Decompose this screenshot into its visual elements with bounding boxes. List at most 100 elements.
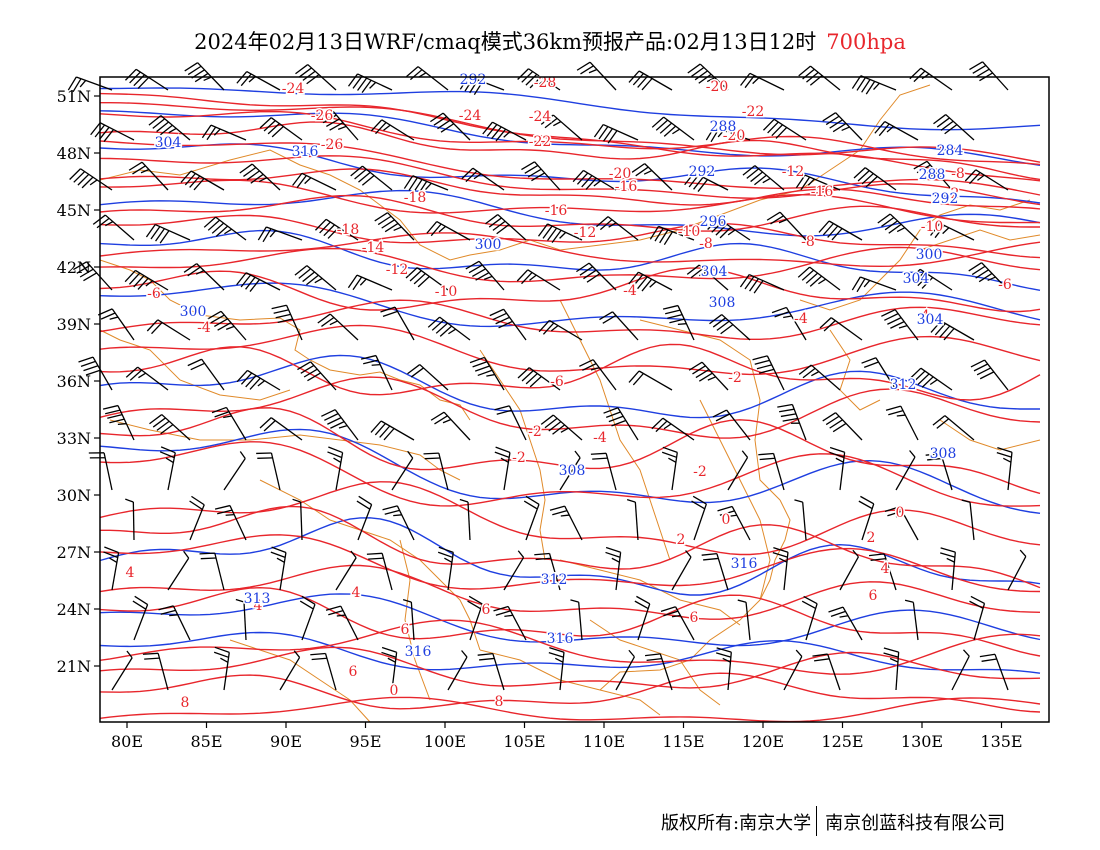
border-line bbox=[559, 559, 741, 626]
wind-barb bbox=[771, 306, 807, 341]
temperature-contour bbox=[99, 619, 1041, 675]
wind-barb bbox=[159, 446, 176, 491]
temperature-contour bbox=[100, 102, 1041, 163]
wind-barb bbox=[381, 646, 398, 691]
wind-barb bbox=[909, 367, 953, 391]
wind-barb bbox=[740, 72, 785, 91]
wind-barb bbox=[548, 647, 565, 691]
wind-barb bbox=[187, 358, 225, 391]
wind-barb bbox=[459, 75, 505, 96]
wind-barb bbox=[199, 552, 225, 591]
wind-barb bbox=[1007, 549, 1027, 591]
temperature-label: -4 bbox=[593, 430, 607, 446]
wind-barb bbox=[297, 361, 337, 391]
wind-barb bbox=[851, 276, 897, 293]
wind-barb bbox=[538, 319, 583, 341]
temperature-label: 6 bbox=[349, 664, 358, 680]
lat-tick-label: 30N bbox=[57, 486, 91, 505]
wind-barb bbox=[596, 216, 639, 241]
temperature-label: -10 bbox=[435, 284, 458, 300]
wind-barb bbox=[350, 165, 393, 191]
wind-barb bbox=[895, 450, 916, 491]
height-label: 284 bbox=[937, 143, 964, 159]
wind-barb bbox=[661, 446, 678, 491]
wind-barb bbox=[593, 123, 639, 144]
height-contour bbox=[99, 87, 1041, 131]
height-label: 316 bbox=[731, 556, 758, 572]
wind-barb bbox=[427, 316, 471, 341]
lat-tick-label: 24N bbox=[57, 600, 91, 619]
temperature-label: -6 bbox=[998, 277, 1012, 293]
height-label: 308 bbox=[559, 463, 586, 479]
lon-tick-label: 90E bbox=[270, 732, 302, 751]
wind-barb bbox=[829, 446, 846, 491]
temperature-contour bbox=[100, 505, 1041, 589]
temperature-contour bbox=[99, 672, 1041, 713]
temperature-contour bbox=[99, 140, 1041, 196]
border-line bbox=[109, 419, 461, 481]
border-line bbox=[229, 639, 371, 723]
wind-barb bbox=[599, 311, 639, 341]
height-label: 292 bbox=[932, 191, 959, 207]
lat-tick-label: 39N bbox=[57, 315, 91, 334]
temperature-label: -4 bbox=[623, 283, 637, 299]
wind-barb bbox=[644, 653, 673, 691]
border-line bbox=[759, 499, 791, 601]
wind-barb bbox=[783, 649, 803, 691]
wind-barb bbox=[968, 262, 1009, 291]
wind-barb bbox=[851, 75, 897, 95]
temperature-label: -10 bbox=[921, 219, 944, 235]
latitude-axis: 51N 48N 45N 42N 39N 36N 33N 30N 27N 24N 21N bbox=[57, 87, 100, 676]
temperature-contour bbox=[99, 121, 1041, 181]
temperature-label: -16 bbox=[615, 179, 638, 195]
wind-barb bbox=[885, 405, 919, 441]
wind-barb bbox=[459, 498, 471, 541]
temperature-label: -26 bbox=[321, 137, 344, 153]
temperature-label: -28 bbox=[534, 75, 557, 91]
wind-barb bbox=[908, 268, 953, 291]
temperature-label: -8 bbox=[699, 236, 713, 252]
lat-tick-label: 33N bbox=[57, 429, 91, 448]
wind-barb bbox=[270, 546, 287, 591]
wind-barb bbox=[356, 495, 373, 541]
wind-barb bbox=[631, 163, 673, 191]
height-contour bbox=[99, 189, 1041, 237]
wind-barb bbox=[360, 354, 393, 391]
temperature-label: -18 bbox=[404, 190, 427, 206]
wind-barb bbox=[382, 505, 415, 541]
border-line bbox=[639, 319, 781, 501]
temperature-label: 2 bbox=[867, 530, 876, 546]
temperature-label: -14 bbox=[362, 240, 385, 256]
temperature-contour bbox=[99, 232, 1041, 268]
temperature-label: -6 bbox=[550, 374, 564, 390]
wind-barb bbox=[712, 409, 751, 441]
wind-barb bbox=[795, 174, 841, 191]
wind-barb bbox=[319, 110, 359, 141]
lon-tick-label: 85E bbox=[190, 732, 222, 751]
wind-barb bbox=[503, 550, 525, 591]
wind-barb bbox=[537, 223, 583, 243]
wind-barb bbox=[716, 647, 732, 691]
wind-barb bbox=[321, 409, 359, 441]
wind-barb bbox=[370, 420, 415, 441]
height-contour bbox=[99, 593, 1041, 647]
wind-barb bbox=[933, 114, 975, 141]
wind-barb bbox=[909, 67, 953, 91]
wind-barb bbox=[979, 653, 1009, 691]
temperature-label: -12 bbox=[386, 262, 409, 278]
temperature-label: 0 bbox=[390, 683, 399, 699]
height-label: 316 bbox=[405, 644, 432, 660]
temperature-label: 8 bbox=[181, 695, 190, 711]
wind-barb bbox=[709, 314, 751, 341]
temperature-contour bbox=[99, 299, 1041, 340]
temperature-label: -2 bbox=[512, 450, 526, 466]
wind-barb bbox=[299, 595, 316, 641]
wind-barb bbox=[579, 359, 617, 391]
temperature-contour bbox=[99, 110, 1041, 166]
temperature-label: 4 bbox=[126, 565, 135, 581]
temperature-label: -24 bbox=[282, 81, 305, 97]
wind-barb bbox=[688, 361, 729, 391]
wind-barb bbox=[461, 167, 505, 191]
height-label: 308 bbox=[930, 446, 957, 462]
temperature-label: 2 bbox=[951, 186, 960, 202]
